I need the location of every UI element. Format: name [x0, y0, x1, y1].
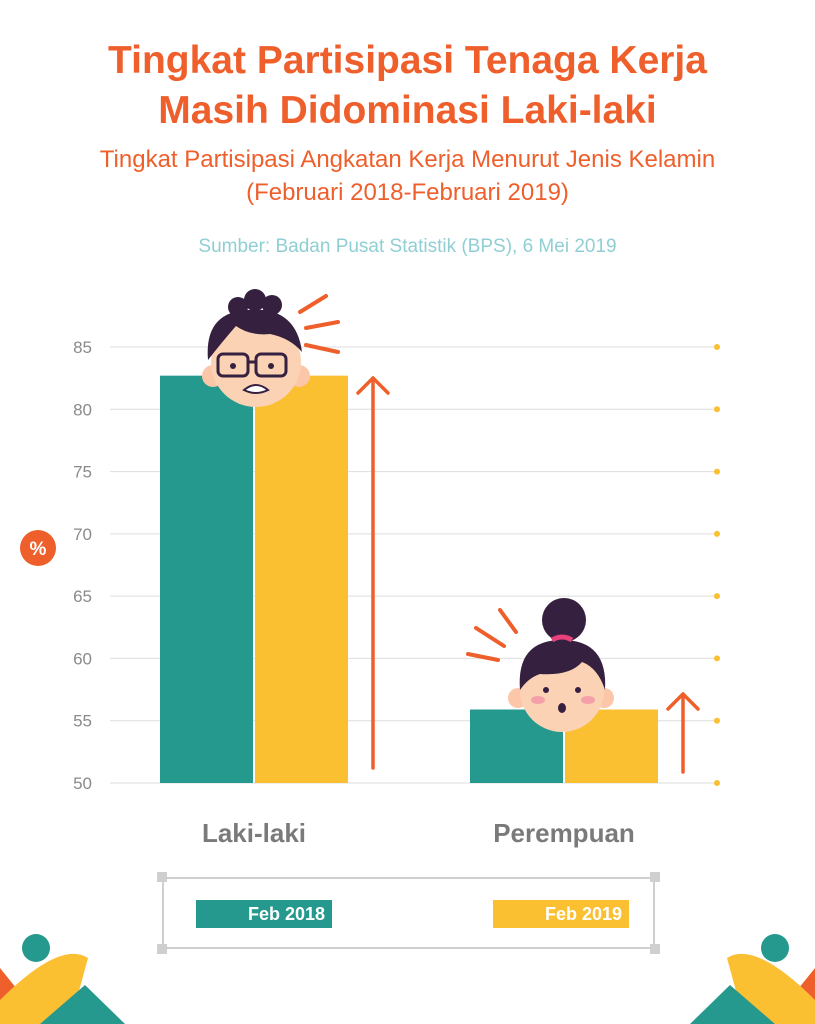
chart-title: Tingkat Partisipasi Tenaga Kerja Masih D… — [0, 36, 815, 136]
y-tick-label: 85 — [73, 338, 92, 357]
up-arrow-icon — [666, 692, 700, 774]
y-tick-label: 65 — [73, 587, 92, 606]
legend-item-feb-2018: Feb 2018 — [196, 900, 332, 928]
woman-face-icon — [508, 598, 614, 732]
legend-corner — [157, 944, 167, 954]
x-category-label: Laki-laki — [202, 818, 306, 848]
gridline-end-dot — [714, 344, 720, 350]
legend — [162, 877, 655, 949]
gridline-end-dot — [714, 468, 720, 475]
gridline-end-dot — [714, 530, 720, 537]
up-arrow-icon — [356, 376, 390, 770]
y-tick-label: 80 — [73, 400, 92, 419]
y-tick-label: 75 — [73, 463, 92, 482]
title-line-2: Masih Didominasi Laki-laki — [158, 89, 657, 132]
alert-lines-icon — [298, 294, 340, 354]
subtitle-line-1: Tingkat Partisipasi Angkatan Kerja Menur… — [99, 146, 716, 173]
chart-subtitle: Tingkat Partisipasi Angkatan Kerja Menur… — [0, 143, 815, 209]
title-line-1: Tingkat Partisipasi Tenaga Kerja — [108, 39, 707, 82]
y-tick-label: 60 — [73, 649, 92, 668]
bar-laki-laki-feb-2019 — [255, 375, 348, 783]
y-axis-label: % — [30, 539, 47, 560]
legend-corner — [157, 872, 167, 882]
subtitle-line-2: (Februari 2018-Februari 2019) — [246, 179, 569, 206]
gridline-end-dot — [714, 406, 720, 413]
corner-decoration-left — [0, 934, 125, 1024]
legend-item-feb-2019: Feb 2019 — [493, 900, 629, 928]
gridline-end-dot — [714, 780, 720, 786]
alert-lines-icon — [466, 608, 518, 662]
y-tick-label: 55 — [73, 712, 92, 731]
gridline-end-dot — [714, 717, 720, 724]
corner-decoration-right — [690, 934, 815, 1024]
y-tick-label: 50 — [73, 774, 92, 793]
legend-corner — [650, 872, 660, 882]
legend-corner — [650, 944, 660, 954]
source-note: Sumber: Badan Pusat Statistik (BPS), 6 M… — [198, 236, 617, 257]
y-tick-label: 70 — [73, 525, 92, 544]
x-category-label: Perempuan — [493, 818, 635, 848]
percent-icon — [20, 530, 56, 566]
gridline-end-dot — [714, 593, 720, 600]
bar-laki-laki-feb-2018 — [160, 375, 253, 783]
gridline-end-dot — [714, 655, 720, 662]
man-face-icon — [202, 289, 310, 407]
